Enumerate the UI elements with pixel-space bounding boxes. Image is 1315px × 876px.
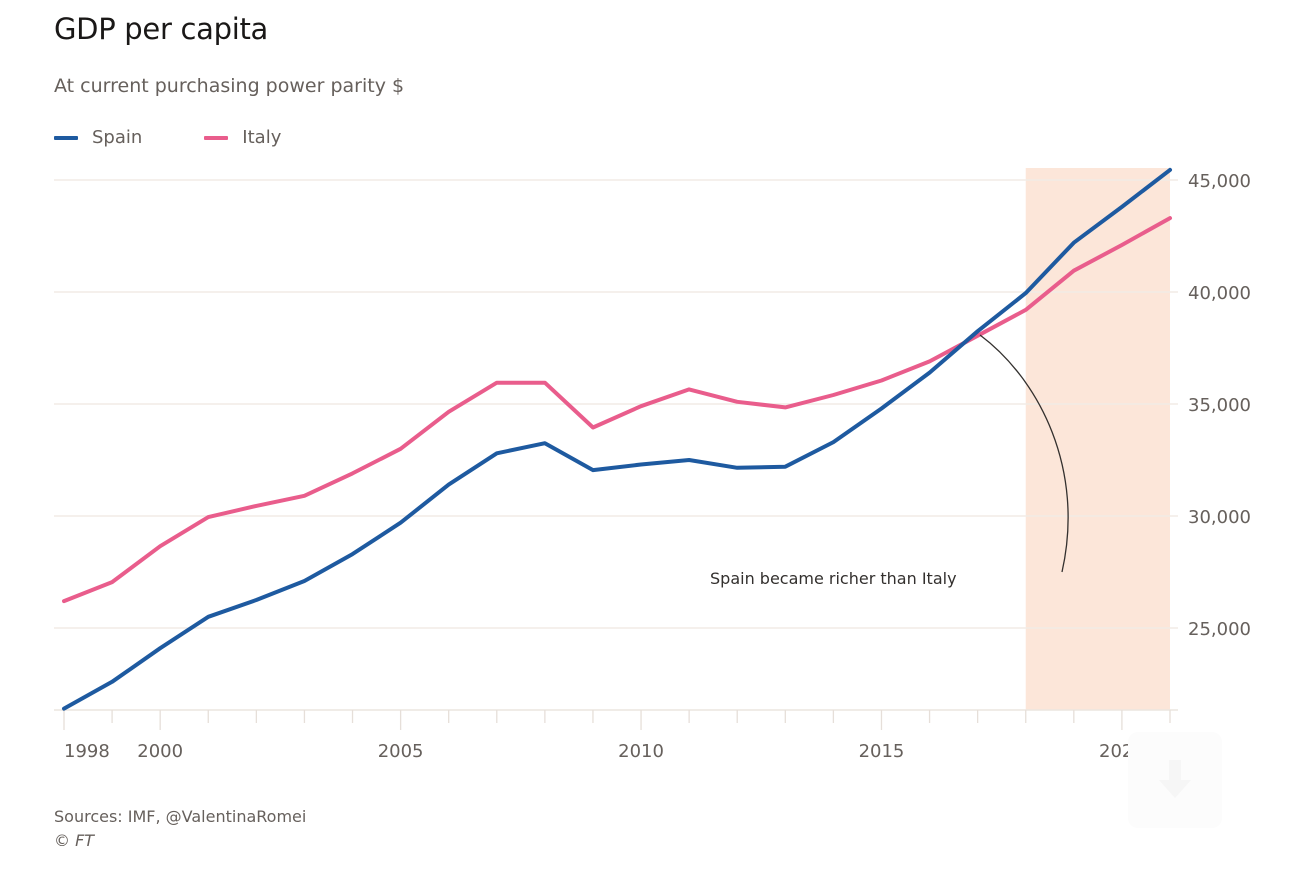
footer: Sources: IMF, @ValentinaRomei © FT <box>54 805 306 853</box>
download-button[interactable] <box>1128 732 1222 828</box>
legend-swatch-spain <box>54 135 78 140</box>
legend-item-spain: Spain <box>54 127 142 148</box>
chart-subtitle: At current purchasing power parity $ <box>54 75 405 97</box>
y-tick-label: 40,000 <box>1188 283 1251 304</box>
sources-text: Sources: IMF, @ValentinaRomei <box>54 807 307 826</box>
x-tick-label: 1998 <box>64 741 110 762</box>
legend-item-italy: Italy <box>204 127 281 148</box>
legend-swatch-italy <box>204 135 229 140</box>
x-tick-label: 2015 <box>859 741 905 762</box>
y-tick-label: 45,000 <box>1188 171 1251 192</box>
download-arrow-icon <box>1159 760 1191 798</box>
x-tick-label: 2000 <box>137 741 183 762</box>
legend: Spain Italy <box>54 127 343 148</box>
legend-label-spain: Spain <box>92 127 143 148</box>
series-line-spain <box>62 167 1172 711</box>
annotation-connector <box>979 334 1069 573</box>
y-tick-label: 30,000 <box>1188 507 1251 528</box>
x-tick-label: 2010 <box>618 741 664 762</box>
y-tick-label: 25,000 <box>1188 619 1251 640</box>
series-line-italy <box>62 216 1172 604</box>
annotation-text: Spain became richer than Italy <box>710 569 957 588</box>
chart-title: GDP per capita <box>54 12 269 46</box>
copyright-text: © FT <box>54 831 95 850</box>
x-tick-label: 2005 <box>378 741 424 762</box>
y-tick-label: 35,000 <box>1188 395 1251 416</box>
legend-label-italy: Italy <box>242 127 282 148</box>
